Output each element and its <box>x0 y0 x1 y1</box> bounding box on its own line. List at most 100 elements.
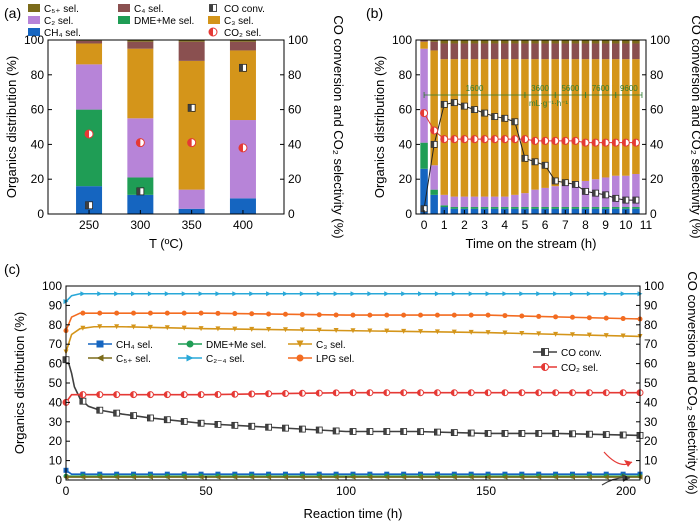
point-lpg-19 <box>384 312 390 318</box>
point-c24-3 <box>114 291 120 297</box>
panel-a-bars <box>76 40 256 214</box>
bar-c5-400 <box>229 40 256 42</box>
point-c24-21 <box>418 291 424 297</box>
legend-label-ch4: CH₄ sel. <box>44 28 81 39</box>
bar-c5-t13 <box>551 40 559 44</box>
y2-tick-label-100: 100 <box>288 33 308 47</box>
bar-c3-t19 <box>611 59 620 176</box>
bar-dme-t12 <box>541 207 549 209</box>
y2-tick-label-0: 0 <box>288 207 295 221</box>
bar-c5-t11 <box>531 40 539 44</box>
panel-c-xlabel: Reaction time (h) <box>304 506 403 521</box>
point-co-23-fill <box>451 429 455 436</box>
y2-tick-label-0: 0 <box>650 207 657 221</box>
point-lpg-26 <box>502 313 508 319</box>
point-c3-28 <box>536 331 542 337</box>
point-co2-21-fill <box>417 389 421 396</box>
point-c5-18 <box>367 474 373 480</box>
bar-c2-250 <box>76 64 103 110</box>
point-co-4-fill <box>130 412 134 419</box>
point-c3-23 <box>451 329 457 335</box>
point-co-30-fill <box>569 430 573 437</box>
point-co-10-fill <box>231 422 235 429</box>
y-tick-label-40: 40 <box>49 395 63 409</box>
co2-sel-point-4-fill <box>460 135 465 143</box>
legend-marker-co-fill <box>541 348 545 356</box>
point-c5-29 <box>553 474 559 480</box>
point-c3-27 <box>519 330 525 336</box>
co-conv-marker-250-fill <box>85 201 90 209</box>
point-co-25-fill <box>485 430 489 437</box>
legend-swatch-c2 <box>28 16 40 24</box>
x-tick-label-10: 10 <box>619 218 633 232</box>
point-c5-25 <box>485 474 491 480</box>
bar-dme-t2 <box>440 205 448 208</box>
x-tick-label-2: 2 <box>461 218 468 232</box>
bar-dme-t7 <box>490 207 499 209</box>
point-co-31-fill <box>586 431 590 438</box>
y2-tick-label-40: 40 <box>288 137 302 151</box>
point-c24-25 <box>485 291 491 297</box>
point-c24-10 <box>232 291 238 297</box>
point-co2-10-fill <box>231 391 235 398</box>
point-lpg-2 <box>97 310 103 316</box>
bar-ch4-t1 <box>430 194 438 214</box>
y-tick-label-100: 100 <box>42 279 62 293</box>
co-conv-point-0-fill <box>421 205 425 212</box>
bar-ch4-300 <box>127 194 154 214</box>
point-co-9-fill <box>214 421 218 428</box>
bar-ch4-250 <box>76 186 103 214</box>
point-c3-4 <box>131 324 137 330</box>
co2-sel-point-7-fill <box>491 135 495 143</box>
panel-c-legend: CH₄ sel. DME+Me sel. C₃ sel. C₅₊ sel. C₂₋₄ s… <box>88 340 602 374</box>
point-co2-0-fill <box>63 399 66 406</box>
co-conv-point-21-fill <box>632 197 636 204</box>
bar-c5-t15 <box>571 40 580 44</box>
point-c24-5 <box>147 291 153 297</box>
panel-c-lines <box>62 291 644 480</box>
co2-sel-point-8-fill <box>501 135 505 143</box>
bar-c5-t8 <box>501 40 509 44</box>
y-tick-label-100: 100 <box>392 33 412 47</box>
y2-tick-label-80: 80 <box>650 68 664 82</box>
point-c24-20 <box>401 291 407 297</box>
point-c3-11 <box>249 326 255 332</box>
point-lpg-1 <box>80 310 86 316</box>
point-co2-26-fill <box>501 389 505 396</box>
point-c24-17 <box>350 291 356 297</box>
x-tick-label-6: 6 <box>542 218 549 232</box>
bar-c3-t21 <box>632 59 640 174</box>
point-co-0-fill <box>63 356 66 363</box>
point-c24-28 <box>536 291 542 297</box>
point-c24-4 <box>131 291 137 297</box>
point-co2-7-fill <box>181 391 185 398</box>
co-conv-point-13-fill <box>552 177 556 184</box>
y-tick-label-90: 90 <box>49 298 63 312</box>
point-co-32-fill <box>603 431 607 438</box>
co2-sel-marker-250-fill <box>85 129 90 138</box>
bar-dme-t11 <box>531 207 539 209</box>
x-tick-label-200: 200 <box>616 484 636 498</box>
point-c5-11 <box>249 474 255 480</box>
y2-tick-label-20: 20 <box>650 172 664 186</box>
panel-b-y2label: CO conversion and CO₂ selectivity (%) <box>689 15 700 238</box>
x-tick-label-350: 350 <box>182 218 202 232</box>
bar-c5-t12 <box>541 40 549 44</box>
bar-c5-350 <box>178 40 205 42</box>
point-c5-24 <box>468 474 474 480</box>
point-c5-12 <box>266 474 272 480</box>
point-c24-27 <box>519 291 525 297</box>
co2-sel-point-18-fill <box>602 139 606 147</box>
y2-tick-label-100: 100 <box>650 33 670 47</box>
legend-swatch-dme <box>118 16 130 24</box>
y2-tick-label-60: 60 <box>644 357 658 371</box>
y-tick-label-80: 80 <box>399 68 413 82</box>
point-c3-2 <box>97 324 103 330</box>
co2-sel-point-19-fill <box>612 139 616 147</box>
point-c5-17 <box>350 474 356 480</box>
bar-c5-t4 <box>460 40 469 44</box>
co-conv-line <box>423 102 636 209</box>
y2-tick-label-60: 60 <box>650 103 664 117</box>
point-c5-1 <box>80 474 86 480</box>
